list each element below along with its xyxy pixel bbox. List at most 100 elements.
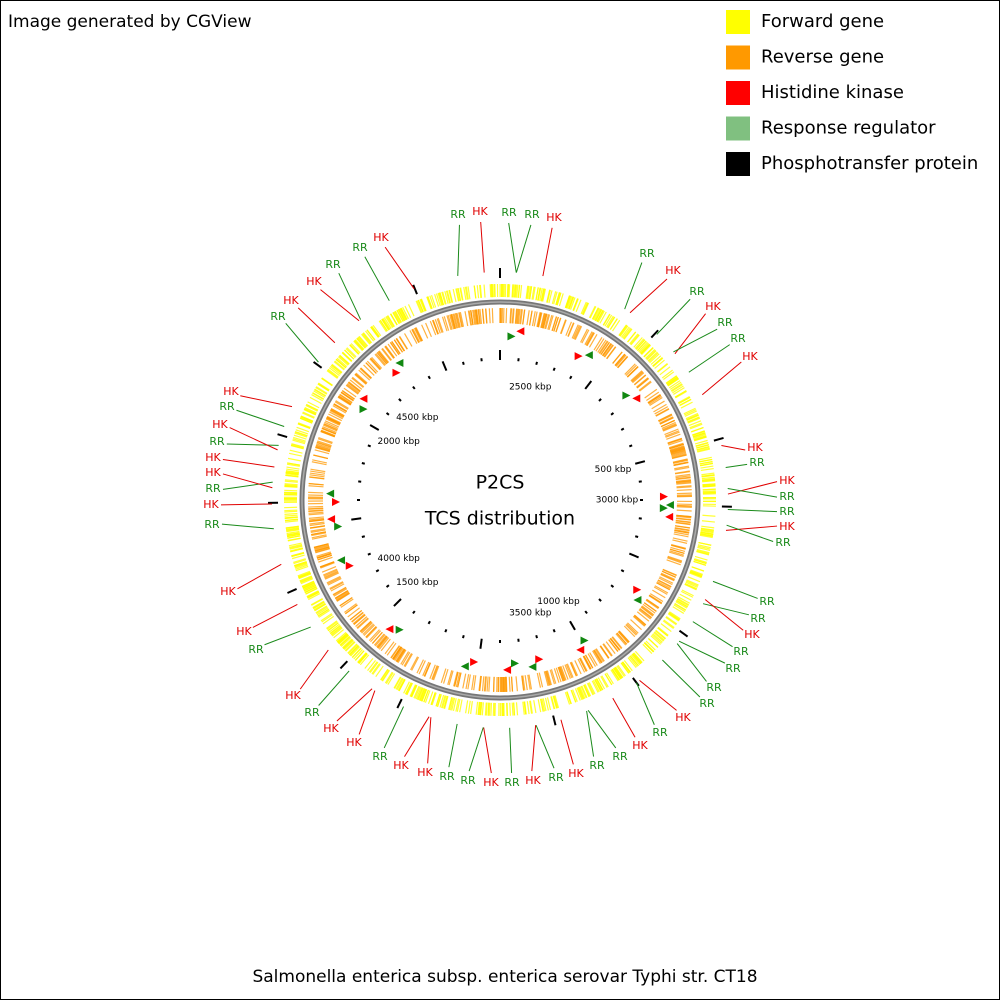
forward-gene <box>371 663 381 675</box>
reverse-gene <box>326 575 341 584</box>
scale-label: 1500 kbp <box>396 578 439 588</box>
reverse-gene <box>584 331 593 345</box>
forward-gene <box>350 343 361 354</box>
feature-label: RR <box>524 208 540 221</box>
reverse-gene <box>436 318 443 333</box>
forward-gene <box>315 605 328 614</box>
reverse-gene <box>429 664 436 679</box>
forward-gene <box>470 701 473 715</box>
forward-gene <box>523 701 527 715</box>
label-connector <box>480 221 485 273</box>
feature-triangle <box>584 351 593 360</box>
reverse-gene <box>674 465 690 470</box>
forward-gene <box>566 691 572 705</box>
forward-gene <box>558 293 564 307</box>
forward-gene <box>297 423 311 430</box>
forward-gene <box>626 331 637 343</box>
reverse-gene <box>544 314 550 329</box>
reverse-gene <box>395 648 405 662</box>
reverse-gene <box>315 444 331 450</box>
scale-label: 4500 kbp <box>396 413 439 423</box>
reverse-gene <box>653 403 667 413</box>
forward-gene <box>680 590 694 598</box>
legend-label: Histidine kinase <box>761 82 904 103</box>
reverse-gene <box>649 396 663 406</box>
scale-tick <box>634 535 639 538</box>
reverse-gene <box>547 314 553 330</box>
forward-gene <box>639 342 649 353</box>
reverse-gene <box>617 631 629 644</box>
scale-tick <box>479 638 483 649</box>
scale-tick <box>398 398 402 402</box>
forward-gene <box>509 702 511 716</box>
forward-gene <box>686 579 699 586</box>
label-connector <box>221 523 274 530</box>
reverse-gene <box>560 665 567 681</box>
reverse-gene <box>664 428 679 436</box>
reverse-gene <box>393 339 404 353</box>
reverse-gene <box>611 636 622 650</box>
reverse-gene <box>657 579 672 588</box>
feature-label: RR <box>725 662 741 675</box>
forward-gene <box>490 702 493 716</box>
scale-tick <box>375 569 380 573</box>
forward-gene <box>674 390 687 398</box>
feature-label: RR <box>779 505 795 518</box>
reverse-gene <box>673 533 689 538</box>
forward-gene <box>602 313 611 326</box>
scale-tick <box>427 620 431 625</box>
reverse-gene <box>550 669 557 684</box>
label-connector <box>338 272 362 320</box>
forward-gene <box>701 525 715 529</box>
legend-label: Reverse gene <box>761 47 884 68</box>
forward-gene <box>386 315 395 328</box>
forward-gene <box>427 691 434 705</box>
forward-gene <box>606 672 614 685</box>
feature-triangle <box>460 662 469 671</box>
forward-gene <box>696 444 709 449</box>
forward-gene <box>417 299 424 313</box>
forward-gene <box>369 661 379 673</box>
feature-triangle <box>622 391 631 400</box>
forward-gene <box>442 291 447 305</box>
reverse-gene <box>308 491 324 494</box>
forward-gene <box>331 627 343 637</box>
forward-gene <box>298 571 311 578</box>
forward-gene <box>618 324 628 336</box>
forward-gene <box>370 326 379 338</box>
forward-gene <box>357 336 367 348</box>
feature-label: RR <box>706 681 722 694</box>
forward-gene <box>381 669 390 682</box>
forward-gene <box>381 318 390 331</box>
reverse-gene <box>676 509 692 512</box>
label-connector <box>701 361 742 396</box>
forward-gene <box>347 643 358 654</box>
forward-gene <box>378 320 387 333</box>
reverse-gene <box>475 309 479 325</box>
forward-gene <box>303 583 316 591</box>
forward-gene <box>304 406 317 414</box>
feature-triangle <box>659 492 668 501</box>
label-connector <box>448 723 458 768</box>
forward-gene <box>320 613 333 622</box>
reverse-gene <box>369 358 381 371</box>
reverse-gene <box>538 672 544 688</box>
reverse-gene <box>358 369 371 381</box>
feature-label: RR <box>759 595 775 608</box>
forward-gene <box>287 533 301 538</box>
reverse-gene <box>634 614 647 626</box>
scale-tick <box>584 610 588 615</box>
forward-gene <box>645 349 657 360</box>
label-connector <box>725 525 778 531</box>
forward-gene <box>382 318 391 330</box>
phosphotransfer <box>412 284 418 295</box>
forward-gene <box>516 284 519 298</box>
forward-gene <box>290 548 304 553</box>
forward-gene <box>669 611 681 620</box>
forward-gene <box>315 386 328 395</box>
reverse-gene <box>422 661 430 677</box>
label-connector <box>704 599 744 631</box>
forward-gene <box>287 537 301 542</box>
forward-gene <box>415 300 422 314</box>
forward-gene <box>336 357 348 368</box>
